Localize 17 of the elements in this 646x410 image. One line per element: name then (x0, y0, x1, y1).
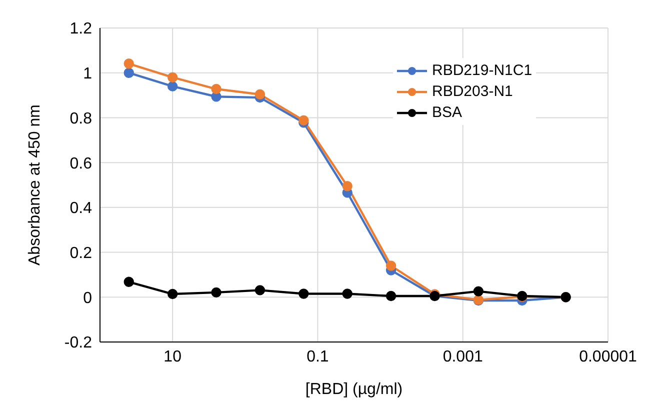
x-tick-label: 10 (164, 348, 182, 366)
y-tick-label: 1 (83, 66, 92, 83)
y-tick-label: -0.2 (64, 334, 92, 352)
legend-label: BSA (432, 104, 462, 121)
legend-label: RBD219-N1C1 (432, 62, 532, 79)
legend-label: RBD203-N1 (432, 83, 513, 100)
x-tick-label: 0.001 (442, 348, 483, 366)
y-tick-label: 1.2 (70, 20, 92, 38)
x-axis-title: [RBD] (µg/ml) (305, 381, 403, 398)
y-tick-label: 0 (83, 290, 92, 307)
y-tick-label: 0.2 (70, 244, 92, 262)
y-tick-label: 0.4 (70, 200, 92, 218)
x-tick-label: 0.1 (306, 348, 329, 366)
y-tick-label: 0.8 (70, 110, 92, 128)
y-tick-label: 0.6 (70, 155, 92, 172)
x-tick-label: 0.00001 (579, 348, 638, 366)
y-axis-title: Absorbance at 450 nm (26, 104, 44, 266)
